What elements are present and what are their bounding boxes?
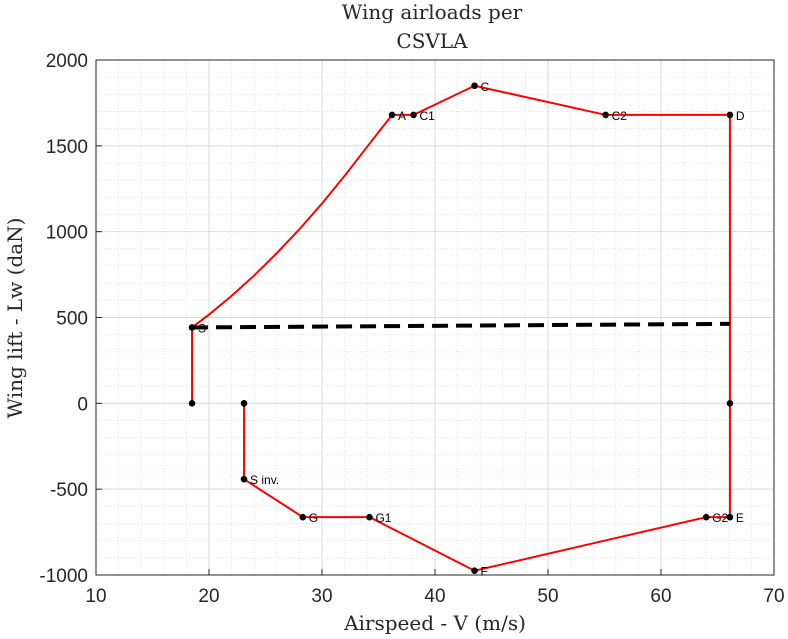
- x-tick-label: 10: [85, 586, 106, 607]
- axis-ticks: [95, 59, 775, 576]
- y-axis-label: Wing lift - Lw (daN): [3, 218, 27, 419]
- point-label: C: [481, 80, 490, 94]
- envelope-point: [410, 111, 417, 119]
- envelope-point: [602, 111, 609, 119]
- envelope-point: [471, 82, 478, 90]
- envelope-point: [366, 513, 373, 521]
- envelope-point: [726, 111, 734, 119]
- envelope-point: [188, 324, 196, 331]
- x-tick-labels: 10 20 30 40 50 60 70: [85, 586, 784, 607]
- point-label: D: [736, 109, 745, 123]
- y-tick-label: -500: [50, 480, 88, 501]
- y-tick-label: 1500: [46, 137, 88, 158]
- y-tick-label: 500: [56, 309, 88, 330]
- y-tick-label: 1000: [46, 223, 88, 244]
- y-tick-label: 2000: [46, 51, 88, 72]
- chart-title-line-1: Wing airloads per: [342, 0, 523, 24]
- x-tick-label: 30: [311, 586, 332, 607]
- envelope-point: [726, 400, 734, 407]
- point-label: G1: [375, 511, 391, 525]
- x-tick-label: 20: [198, 586, 219, 607]
- point-label: S inv.: [250, 473, 279, 487]
- envelope-point: [471, 567, 478, 575]
- x-axis-label: Airspeed - V (m/s): [343, 611, 526, 635]
- y-tick-labels: -1000 -500 0 500 1000 1500 2000: [39, 51, 88, 587]
- envelope-point: [388, 111, 396, 119]
- point-label: C1: [420, 109, 436, 123]
- envelope-point: [726, 513, 734, 521]
- point-label: G2: [712, 511, 728, 525]
- point-label: A: [398, 109, 406, 123]
- y-tick-label: -1000: [39, 566, 88, 587]
- envelope-point: [299, 513, 307, 521]
- envelope-point: [188, 400, 196, 407]
- envelope-points: S A C1 C C2 D E G2 F G1 G S inv.: [188, 80, 745, 579]
- stall-curve-line: [191, 114, 393, 329]
- weight-dashed-line: [192, 321, 730, 330]
- y-tick-label: 0: [77, 394, 88, 415]
- envelope-point: [240, 400, 248, 407]
- point-label: E: [736, 511, 744, 525]
- point-label: F: [481, 565, 488, 579]
- envelope-point: [240, 475, 248, 483]
- x-tick-label: 60: [650, 586, 671, 607]
- chart-title-line-2: CSVLA: [396, 29, 468, 53]
- point-label: S: [198, 321, 206, 335]
- x-tick-label: 40: [424, 586, 445, 607]
- x-tick-label: 70: [763, 586, 784, 607]
- x-tick-label: 50: [537, 586, 558, 607]
- envelope-point: [702, 513, 710, 521]
- point-label: C2: [612, 109, 628, 123]
- point-label: G: [309, 511, 318, 525]
